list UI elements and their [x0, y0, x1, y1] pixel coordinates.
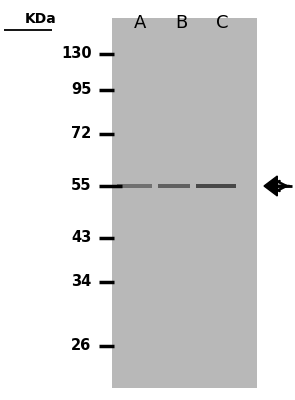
Text: 95: 95 — [71, 82, 91, 98]
Polygon shape — [264, 176, 277, 196]
Text: 55: 55 — [71, 178, 91, 194]
Text: 72: 72 — [71, 126, 91, 142]
Text: 26: 26 — [71, 338, 91, 354]
Text: A: A — [134, 14, 146, 32]
Text: 130: 130 — [61, 46, 91, 62]
Text: C: C — [217, 14, 229, 32]
Text: KDa: KDa — [25, 12, 57, 26]
Bar — [117, 184, 152, 188]
Text: 43: 43 — [71, 230, 91, 246]
Bar — [158, 184, 190, 188]
Bar — [112, 18, 257, 388]
Text: B: B — [175, 14, 188, 32]
Text: 34: 34 — [71, 274, 91, 290]
Bar — [196, 184, 236, 188]
